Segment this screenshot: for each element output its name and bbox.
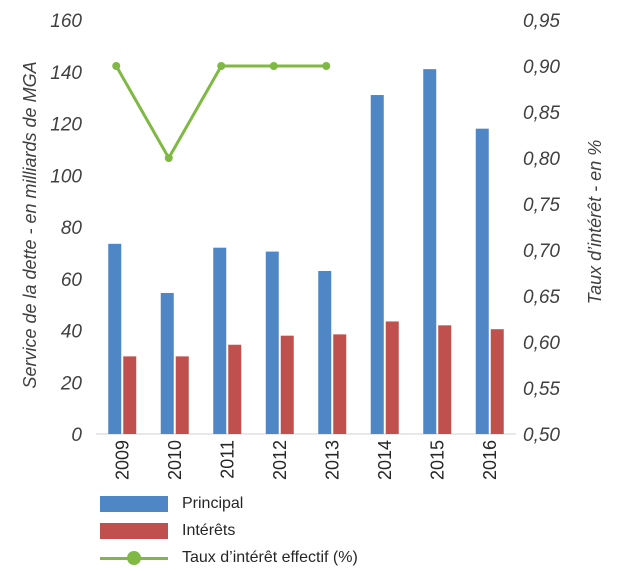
bar-interets xyxy=(385,321,399,434)
bar-principal xyxy=(265,251,279,434)
legend: Principal Intérêts Taux d’intérêt effect… xyxy=(100,490,358,571)
left-axis-ticks: 0 20 40 60 80 100 120 140 160 xyxy=(50,11,82,446)
bars xyxy=(108,69,504,435)
right-tick-label: 0,55 xyxy=(523,379,560,400)
bar-principal xyxy=(318,270,332,434)
left-tick-label: 80 xyxy=(61,218,83,239)
bar-interets xyxy=(228,344,242,434)
right-tick-label: 0,75 xyxy=(523,195,560,216)
legend-swatch-interets xyxy=(100,522,168,539)
line-series xyxy=(112,62,331,162)
left-tick-label: 100 xyxy=(50,166,82,187)
legend-swatch-principal xyxy=(100,495,168,512)
bar-principal xyxy=(423,69,437,434)
left-tick-label: 20 xyxy=(60,373,83,394)
bar-principal xyxy=(160,292,174,434)
left-tick-label: 60 xyxy=(61,270,83,291)
bar-interets xyxy=(175,356,189,434)
right-tick-label: 0,90 xyxy=(523,57,560,78)
point-taux xyxy=(164,154,173,162)
legend-label-principal: Principal xyxy=(182,494,244,512)
right-tick-label: 0,95 xyxy=(523,11,560,32)
x-tick-label: 2013 xyxy=(322,440,342,480)
x-tick-label: 2010 xyxy=(165,440,185,480)
left-axis-title: Service de la dette - en milliards de MG… xyxy=(20,61,40,388)
legend-item-taux: Taux d’intérêt effectif (%) xyxy=(100,544,358,571)
right-tick-label: 0,50 xyxy=(523,425,560,446)
bar-principal xyxy=(213,247,227,434)
legend-item-principal: Principal xyxy=(100,490,358,517)
bar-interets xyxy=(123,356,137,434)
bar-principal xyxy=(475,128,489,435)
right-tick-label: 0,60 xyxy=(523,333,560,354)
point-taux xyxy=(322,62,331,70)
bar-interets xyxy=(280,335,294,434)
legend-swatch-taux xyxy=(100,550,168,566)
left-tick-label: 160 xyxy=(50,11,82,32)
right-axis-title: Taux d’intérêt - en % xyxy=(585,140,605,304)
left-tick-label: 40 xyxy=(61,322,83,343)
left-tick-label: 140 xyxy=(50,63,82,84)
point-taux xyxy=(269,62,278,70)
legend-label-taux: Taux d’intérêt effectif (%) xyxy=(182,548,358,566)
x-tick-label: 2015 xyxy=(427,440,447,480)
left-tick-label: 0 xyxy=(71,425,82,446)
x-tick-label: 2011 xyxy=(217,440,237,479)
bar-interets xyxy=(333,334,347,434)
right-tick-label: 0,85 xyxy=(523,103,560,124)
bar-principal xyxy=(370,95,384,434)
legend-item-interets: Intérêts xyxy=(100,517,358,544)
x-tick-label: 2016 xyxy=(480,440,500,480)
bar-interets xyxy=(438,325,452,434)
right-axis-ticks: 0,50 0,55 0,60 0,65 0,70 0,75 0,80 0,85 0,90 0,95 xyxy=(523,11,560,446)
right-tick-label: 0,80 xyxy=(523,149,560,170)
left-tick-label: 120 xyxy=(50,115,82,136)
point-taux xyxy=(217,62,226,70)
right-tick-label: 0,70 xyxy=(523,241,560,262)
x-tick-label: 2012 xyxy=(270,440,290,480)
bar-principal xyxy=(108,243,122,434)
bar-interets xyxy=(490,329,504,434)
x-tick-label: 2014 xyxy=(375,440,395,480)
right-tick-label: 0,65 xyxy=(523,287,560,308)
x-axis-ticks: 2009 2010 2011 2012 2013 2014 2015 2016 xyxy=(112,440,500,480)
point-taux xyxy=(112,62,121,70)
line-taux xyxy=(114,64,327,162)
legend-label-interets: Intérêts xyxy=(182,521,236,539)
x-tick-label: 2009 xyxy=(112,440,132,480)
